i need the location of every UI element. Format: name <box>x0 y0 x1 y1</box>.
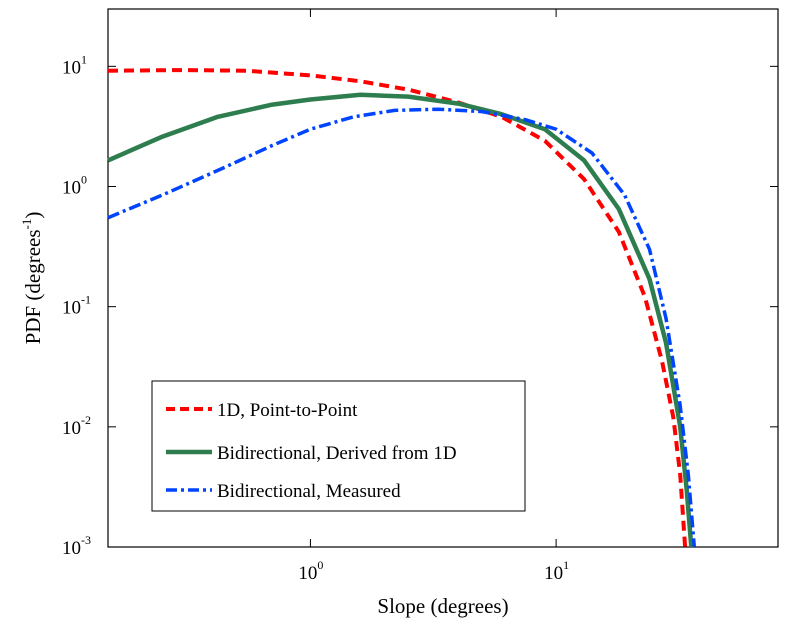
x-axis-ticks: 100 101 <box>298 9 569 584</box>
x-axis-label: Slope (degrees) <box>377 594 508 618</box>
y-axis-label-main: PDF (degrees <box>21 229 45 344</box>
series-1d-point-to-point <box>107 68 688 548</box>
y-tick-label: 10-2 <box>62 413 91 439</box>
y-axis-label-suffix: ) <box>21 212 45 219</box>
legend-label-1d: 1D, Point-to-Point <box>217 400 358 421</box>
y-tick-label: 100 <box>62 173 87 199</box>
y-tick-label: 101 <box>62 52 87 78</box>
legend-box <box>151 380 526 512</box>
series-bidirectional-measured <box>107 107 697 548</box>
legend-label-measured: Bidirectional, Measured <box>217 481 401 502</box>
y-tick-label: 10-3 <box>62 533 91 559</box>
y-axis-ticks: 101 100 10-1 10-2 10-3 <box>62 52 778 559</box>
series-layer <box>107 68 697 548</box>
legend: 1D, Point-to-Point Bidirectional, Derive… <box>151 380 526 512</box>
y-axis-label: PDF (degrees-1) <box>19 212 45 345</box>
y-tick-label: 10-1 <box>62 293 91 319</box>
x-tick-label: 101 <box>544 558 569 584</box>
legend-label-derived: Bidirectional, Derived from 1D <box>217 443 457 464</box>
x-tick-label: 100 <box>298 558 323 584</box>
y-axis-label-exp: -1 <box>19 219 34 230</box>
